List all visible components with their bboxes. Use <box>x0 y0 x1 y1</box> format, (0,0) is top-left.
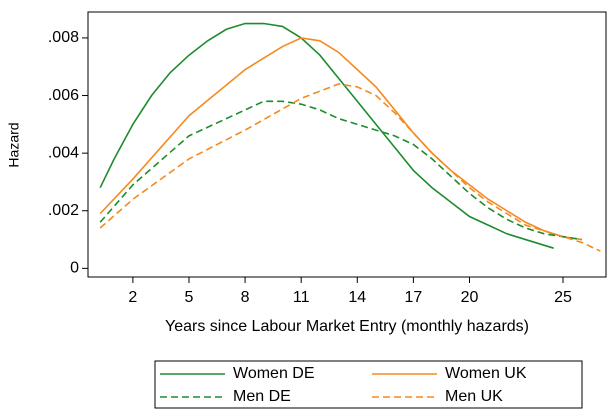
legend-label: Men DE <box>233 388 291 405</box>
x-tick-label: 8 <box>241 289 250 306</box>
legend-box <box>154 360 583 409</box>
y-tick-label: .006 <box>48 87 79 104</box>
y-tick-label: .004 <box>48 144 79 161</box>
series-line <box>99 37 582 241</box>
series-line <box>99 22 554 249</box>
y-tick-label: .008 <box>48 29 79 46</box>
y-tick-label: .002 <box>48 202 79 219</box>
x-tick-label: 14 <box>348 289 366 306</box>
y-tick-label: 0 <box>70 260 79 277</box>
y-axis-title: Hazard <box>6 122 22 167</box>
legend-label: Women UK <box>445 365 527 382</box>
legend-label: Men UK <box>445 388 503 405</box>
x-tick-label: 25 <box>554 289 572 306</box>
legend-label: Women DE <box>233 365 315 382</box>
plot-frame <box>87 11 607 278</box>
series-line <box>99 100 582 241</box>
x-tick-label: 20 <box>461 289 479 306</box>
series-line <box>99 83 601 252</box>
x-axis-title: Years since Labour Market Entry (monthly… <box>165 318 529 335</box>
x-tick-label: 5 <box>185 289 194 306</box>
x-tick-label: 17 <box>404 289 422 306</box>
x-tick-label: 11 <box>293 289 310 306</box>
x-tick-label: 2 <box>128 289 137 306</box>
